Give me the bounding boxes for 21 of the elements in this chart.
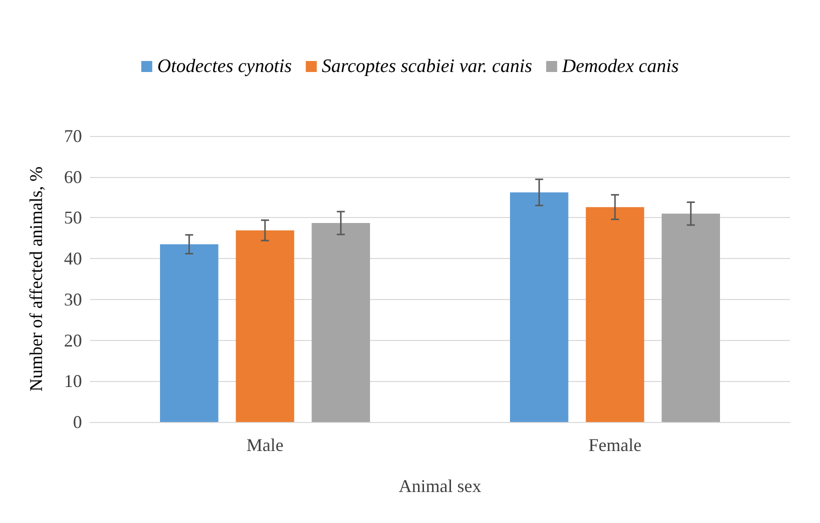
y-tick-label: 0	[73, 412, 82, 432]
bar	[586, 207, 644, 422]
x-tick-label: Male	[246, 435, 284, 455]
bar	[160, 244, 218, 422]
y-axis-title: Number of affected animals, %	[26, 166, 46, 392]
bar	[662, 214, 720, 422]
legend-label: Sarcoptes scabiei var. canis	[322, 56, 532, 77]
x-axis-title: Animal sex	[398, 476, 482, 496]
bar	[236, 230, 294, 422]
bar	[510, 192, 568, 422]
y-tick-label: 30	[64, 289, 82, 310]
y-tick-label: 50	[64, 208, 82, 228]
y-tick-label: 40	[64, 248, 82, 269]
y-tick-label: 10	[64, 371, 82, 392]
legend-label: Demodex canis	[561, 56, 679, 77]
y-tick-label: 60	[64, 166, 82, 187]
y-tick-label: 20	[64, 330, 82, 350]
y-tick-label: 70	[64, 126, 82, 146]
bar	[312, 223, 370, 422]
legend-label: Otodectes cynotis	[157, 56, 292, 77]
x-tick-label: Female	[588, 435, 642, 455]
